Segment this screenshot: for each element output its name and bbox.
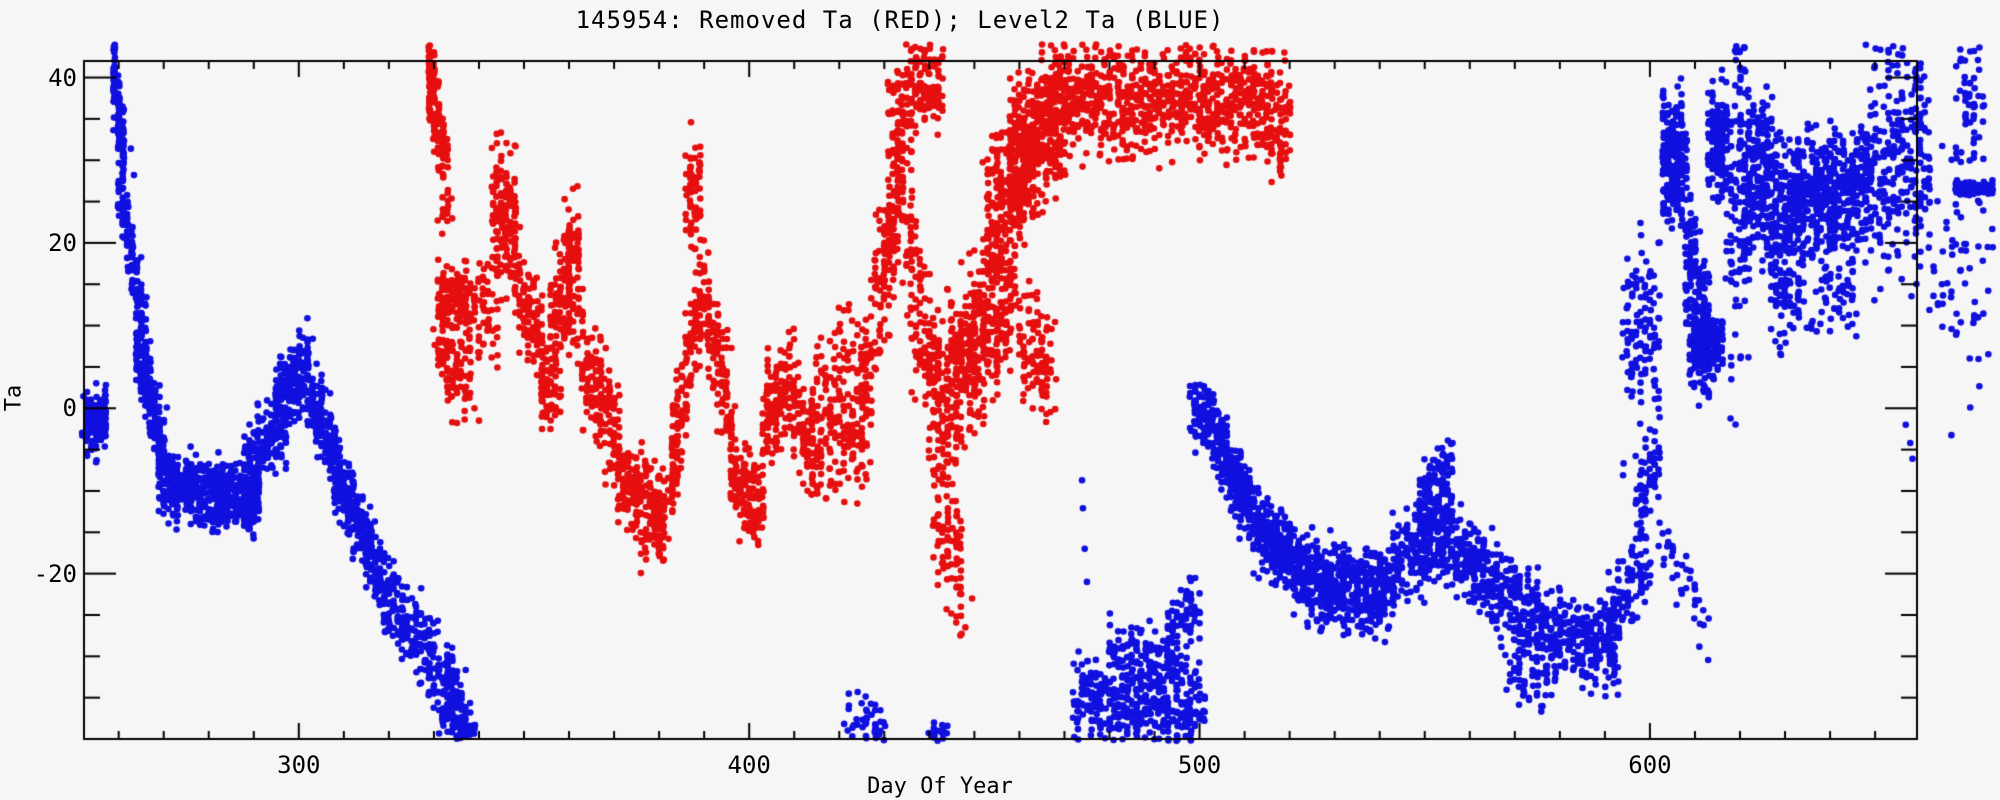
y-tick-label: 0	[62, 394, 77, 423]
x-tick-label: 300	[277, 751, 321, 779]
x-tick-label: 400	[727, 751, 771, 779]
x-tick-label: 500	[1177, 751, 1222, 779]
x-axis-title: Day Of Year	[867, 774, 1013, 799]
x-tick-label: 600	[1628, 751, 1672, 779]
y-tick-label: 20	[48, 228, 77, 257]
y-tick-label: 40	[48, 63, 77, 92]
chart-title: 145954: Removed Ta (RED); Level2 Ta (BLU…	[575, 6, 1225, 34]
y-tick-label: -20	[33, 559, 77, 588]
